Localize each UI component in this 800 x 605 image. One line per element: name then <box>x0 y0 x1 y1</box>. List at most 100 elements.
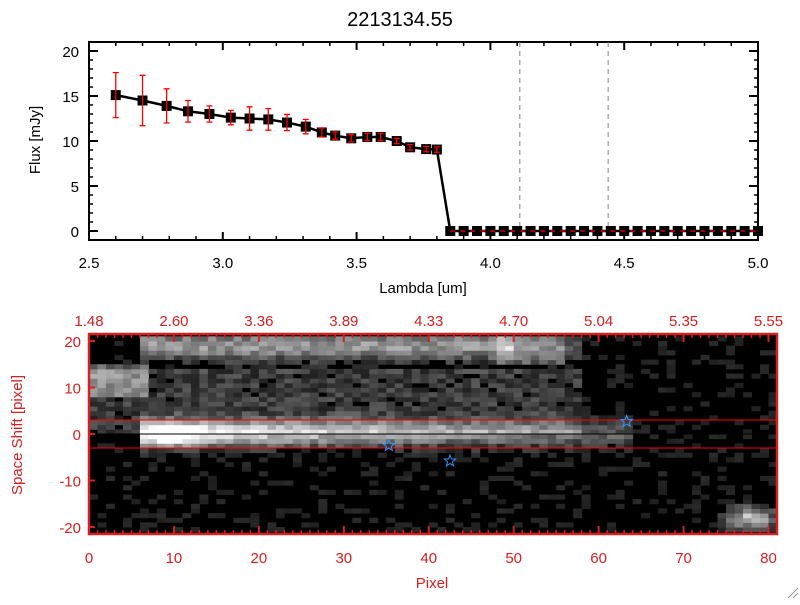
heatmap-cell <box>632 499 642 505</box>
heatmap-cell <box>352 392 362 398</box>
heatmap-cell <box>420 447 430 454</box>
heatmap-cell <box>607 466 617 472</box>
heatmap-cell <box>165 447 175 454</box>
heatmap-cell <box>326 345 336 351</box>
heatmap-cell <box>547 401 557 407</box>
heatmap-cell <box>726 527 736 533</box>
heatmap-cell <box>505 475 515 482</box>
star-marker <box>442 453 458 467</box>
heatmap-cell <box>233 345 243 351</box>
heatmap-cell <box>454 522 464 528</box>
heatmap-cell <box>89 364 98 370</box>
heatmap-cell <box>97 392 107 398</box>
heatmap-cell <box>386 373 396 379</box>
heatmap-cell <box>403 420 413 426</box>
heatmap-cell <box>590 415 600 421</box>
heatmap-cell <box>318 345 328 351</box>
heatmap-cell <box>97 513 107 519</box>
heatmap-cell <box>496 420 506 426</box>
heatmap-cell <box>428 392 438 398</box>
heatmap-cell <box>156 396 166 402</box>
heatmap-cell <box>352 364 362 370</box>
heatmap-cell <box>522 373 532 379</box>
heatmap-cell <box>318 508 328 514</box>
heatmap-cell <box>666 350 676 356</box>
heatmap-cell <box>182 378 192 384</box>
heatmap-cell <box>581 494 591 500</box>
heatmap-cell <box>734 522 744 528</box>
heatmap-cell <box>250 364 260 370</box>
heatmap-cell <box>428 410 438 416</box>
heatmap-cell <box>590 420 600 426</box>
heatmap-cell <box>641 424 651 430</box>
heatmap-cell <box>454 401 464 407</box>
heatmap-cell <box>318 503 328 509</box>
heatmap-cell <box>573 406 583 412</box>
heatmap-cell <box>522 354 532 361</box>
heatmap-cell <box>454 406 464 412</box>
heatmap-cell <box>309 420 319 426</box>
heatmap-cell <box>717 359 727 365</box>
heatmap-cell <box>445 401 455 407</box>
heatmap-cell <box>666 368 676 375</box>
heatmap-cell <box>496 368 506 375</box>
heatmap-cell <box>233 406 243 412</box>
heatmap-cell <box>479 396 489 402</box>
heatmap-cell <box>377 396 387 402</box>
heatmap-cell <box>564 340 574 347</box>
heatmap-cell <box>403 387 413 393</box>
data-point <box>753 226 763 236</box>
top-x-tick-label: 4.33 <box>414 313 443 330</box>
heatmap-cell <box>743 485 753 491</box>
heatmap-cell <box>751 517 761 523</box>
heatmap-cell <box>284 406 294 412</box>
heatmap-cell <box>165 373 175 379</box>
heatmap-cell <box>199 378 209 384</box>
heatmap-cell <box>275 420 285 426</box>
heatmap-cell <box>394 429 404 435</box>
heatmap-cell <box>462 382 472 388</box>
heatmap-cell <box>462 420 472 426</box>
heatmap-cell <box>556 340 566 347</box>
heatmap-cell <box>165 443 175 449</box>
resize-grip-icon[interactable] <box>787 587 799 599</box>
heatmap-cell <box>734 527 744 533</box>
heatmap-cell <box>700 480 710 486</box>
heatmap-cell <box>530 503 540 509</box>
heatmap-cell <box>564 522 574 528</box>
heatmap-cell <box>190 368 200 375</box>
heatmap-cell <box>114 354 124 361</box>
heatmap-cell <box>564 457 574 463</box>
heatmap-cell <box>182 387 192 393</box>
heatmap-cell <box>564 392 574 398</box>
heatmap-cell <box>241 368 251 375</box>
heatmap-cell <box>233 401 243 407</box>
heatmap-cell <box>394 415 404 421</box>
heatmap-cell <box>360 373 370 379</box>
heatmap-cell <box>148 378 158 384</box>
heatmap-cell <box>403 475 413 482</box>
heatmap-cell <box>581 424 591 430</box>
heatmap-cell <box>114 373 124 379</box>
heatmap-cell <box>360 434 370 440</box>
heatmap-cell <box>122 424 132 430</box>
heatmap-cell <box>250 387 260 393</box>
heatmap-cell <box>479 364 489 370</box>
heatmap-cell <box>615 466 625 472</box>
heatmap-cell <box>131 415 141 421</box>
heatmap-cell <box>598 443 608 449</box>
heatmap-cell <box>207 429 217 435</box>
heatmap-cell <box>326 447 336 454</box>
heatmap-cell <box>148 438 158 444</box>
heatmap-cell <box>250 340 260 347</box>
heatmap-cell <box>148 461 158 468</box>
heatmap-cell <box>411 340 421 347</box>
heatmap-cell <box>233 373 243 379</box>
heatmap-cell <box>275 438 285 444</box>
heatmap-cell <box>539 522 549 528</box>
heatmap-cell <box>573 336 583 342</box>
heatmap-cell <box>488 392 498 398</box>
heatmap-cell <box>207 434 217 440</box>
heatmap-cell <box>224 387 234 393</box>
heatmap-cell <box>190 443 200 449</box>
